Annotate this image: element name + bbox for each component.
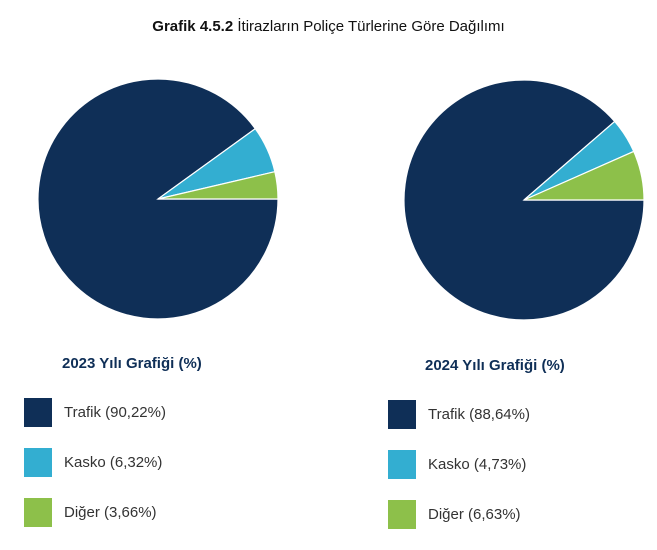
chart-title-2024: 2024 Yılı Grafiği (%) bbox=[425, 357, 565, 374]
legend-label-diger: Diğer (3,66%) bbox=[64, 504, 157, 521]
chart-title-2023: 2023 Yılı Grafiği (%) bbox=[62, 355, 202, 372]
legend-swatch-kasko bbox=[388, 450, 416, 479]
pie-slice-diger-2023 bbox=[157, 170, 279, 200]
legend-label-kasko: Kasko (6,32%) bbox=[64, 454, 163, 471]
legend-label-trafik: Trafik (88,64%) bbox=[428, 406, 530, 423]
figure-title: Grafik 4.5.2 İtirazların Poliçe Türlerin… bbox=[0, 18, 657, 35]
legend-label-diger: Diğer (6,63%) bbox=[428, 506, 521, 523]
legend-swatch-trafik bbox=[24, 398, 52, 427]
pie-slice-diger-2024 bbox=[523, 150, 645, 201]
figure-title-text: İtirazların Poliçe Türlerine Göre Dağılı… bbox=[237, 18, 505, 35]
figure-number: Grafik 4.5.2 bbox=[152, 18, 234, 35]
pie-chart-2024 bbox=[403, 79, 645, 321]
legend-swatch-diger bbox=[24, 498, 52, 527]
legend-swatch-kasko bbox=[24, 448, 52, 477]
legend-label-kasko: Kasko (4,73%) bbox=[428, 456, 527, 473]
legend-swatch-trafik bbox=[388, 400, 416, 429]
pie-chart-2023 bbox=[37, 78, 279, 320]
legend-label-trafik: Trafik (90,22%) bbox=[64, 404, 166, 421]
legend-swatch-diger bbox=[388, 500, 416, 529]
